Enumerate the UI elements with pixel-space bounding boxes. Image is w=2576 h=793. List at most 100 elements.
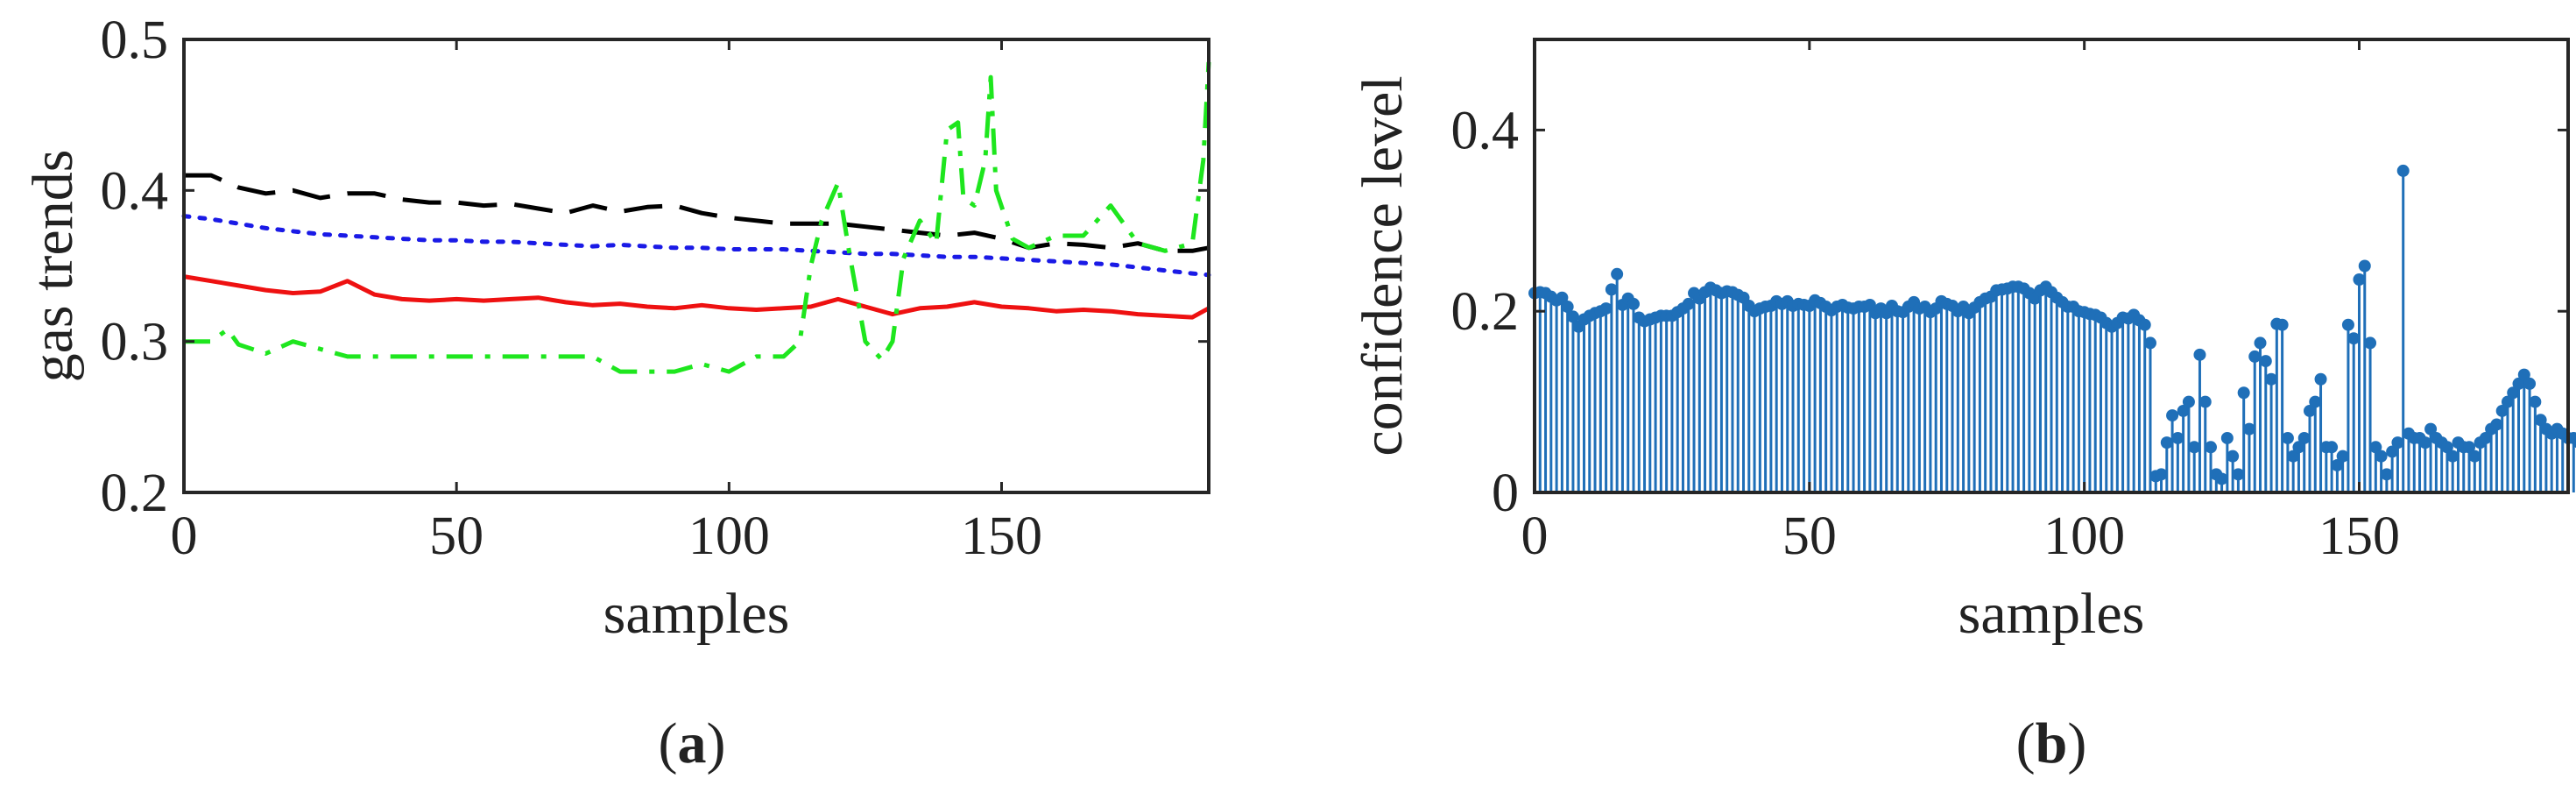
x-tick-label: 0 [1521,506,1549,566]
stem-marker [2380,468,2393,481]
stem-marker [2490,418,2503,431]
stem-marker [1561,301,1574,314]
stem-marker [2155,468,2168,481]
stem-marker [2325,441,2339,454]
x-tick-label: 0 [171,506,198,566]
stem-marker [2391,436,2404,450]
stem-marker [2507,386,2520,400]
stem-marker [2198,395,2212,408]
stem-marker [2572,437,2576,449]
panel-b-x-axis-label: samples [1958,582,2145,646]
stem-marker [2369,441,2382,454]
stem-marker [1605,283,1618,296]
panel-a-series-group [181,61,1211,374]
panel-b-caption-letter: b [2036,712,2068,775]
stem-marker [2171,431,2184,444]
stem-marker [2205,441,2218,454]
panel-b-ticks: 0 50 100 150 0 0.2 0.4 [1451,39,2568,566]
panel-a-y-axis-label: gas trends [21,150,85,383]
stem-marker [2138,318,2151,331]
x-tick-label: 100 [688,506,770,566]
stem-marker [2529,395,2542,408]
stem-marker [2523,377,2537,390]
series-line-2 [181,214,1211,278]
panel-a-line-chart: 0 50 100 150 0.2 0.3 0.4 0.5 samples gas trends… [21,11,1211,775]
stem-marker [2479,431,2492,444]
stem-marker [2440,441,2453,454]
stem-marker [2265,372,2278,386]
stem-marker [2358,259,2371,273]
stem-marker [2534,414,2547,427]
stem-marker [2193,348,2206,361]
stem-marker [2166,409,2179,422]
stem-marker [2463,441,2476,454]
y-tick-label: 0 [1492,464,1519,523]
panel-a-caption-letter: a [678,712,707,775]
x-tick-label: 50 [1782,506,1837,566]
stem-marker [2364,336,2377,350]
stem-marker [2276,318,2289,331]
stem-marker [2220,431,2234,444]
stem-marker [2232,468,2245,481]
stem-marker [2495,404,2509,417]
stem-marker [2309,395,2322,408]
stem-marker [1599,302,1613,315]
panel-b-stem-chart: 0 50 100 150 0 0.2 0.4 samples confidence leve… [1351,38,2576,775]
stem-marker [2418,436,2431,450]
panel-b-caption: (b) [2016,712,2087,775]
panel-a-x-axis-label: samples [603,582,790,646]
panel-a-caption: (a) [659,712,726,775]
stem-marker [2386,445,2399,458]
x-tick-label: 50 [429,506,483,566]
panel-a-axes-box [182,38,1210,494]
stem-marker [2347,332,2361,345]
series-line-3 [183,274,1210,320]
stem-marker [2336,450,2349,463]
stem-marker [1682,297,1695,310]
stem-marker [2215,472,2228,485]
stem-marker [2468,450,2481,463]
stem-marker [2396,164,2410,177]
panel-b-stems-group [1528,164,2576,492]
x-tick-label: 150 [961,506,1042,566]
y-tick-label: 0.4 [101,161,169,221]
stem-marker [2242,422,2255,435]
stem-marker [1611,267,1624,280]
stem-marker [2314,372,2327,386]
panel-a-ticks: 0 50 100 150 0.2 0.3 0.4 0.5 [101,11,1209,566]
x-tick-label: 150 [2318,506,2400,566]
stem-marker [2292,441,2305,454]
stem-marker [2517,368,2530,381]
stem-marker [2424,422,2438,435]
stem-marker [2304,404,2316,417]
stem-marker [2254,336,2267,350]
stem-marker [1566,310,1579,323]
x-tick-label: 100 [2043,506,2125,566]
y-tick-label: 0.3 [101,313,169,372]
y-tick-label: 0.5 [101,11,169,70]
stem-marker [2353,273,2366,287]
stem-marker [2287,450,2300,463]
stem-marker [2331,458,2344,471]
series-line-4 [184,61,1211,374]
stem-marker [2341,318,2354,331]
stem-marker [1556,291,1569,304]
panel-b-y-axis-label: confidence level [1351,75,1415,456]
stem-marker [2227,450,2240,463]
series-line-1 [184,173,1210,253]
y-tick-label: 0.4 [1451,101,1520,160]
stem-marker [2375,450,2388,463]
stem-marker [2177,404,2190,417]
stem-marker [2501,395,2514,408]
y-tick-label: 0.2 [1451,282,1520,342]
stem-marker [2188,441,2201,454]
stem-marker [2512,377,2525,390]
y-tick-label: 0.2 [101,464,169,523]
stem-marker [1627,297,1640,310]
stem-marker [2446,450,2460,463]
stem-marker [2237,386,2250,400]
stem-marker [2160,436,2173,450]
panel-b-axes-box [1533,38,2570,494]
stem-marker [2281,431,2294,444]
